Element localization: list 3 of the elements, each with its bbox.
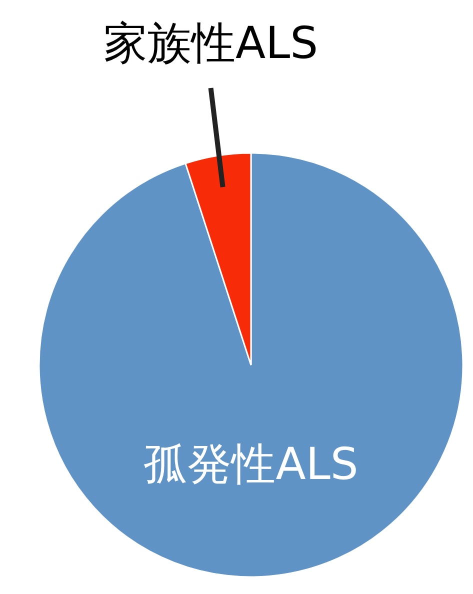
pie-slice (38, 152, 464, 578)
slice-label: 孤発性ALS (144, 438, 358, 490)
slice-label: 家族性ALS (104, 18, 318, 69)
